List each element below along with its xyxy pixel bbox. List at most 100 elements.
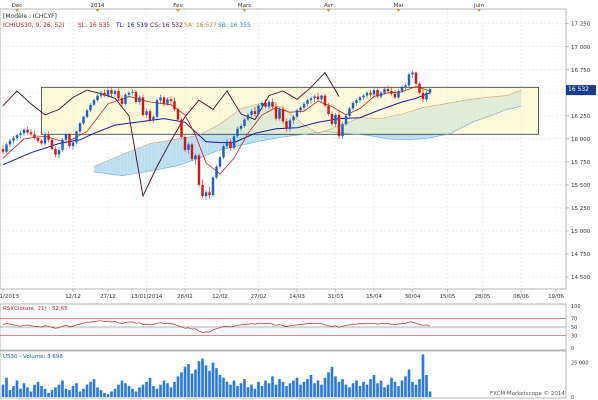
candle-body [376, 90, 379, 97]
candle [285, 118, 288, 132]
cloud-segment [101, 162, 103, 174]
candle [348, 106, 351, 118]
cloud-segment [176, 138, 178, 166]
candle [148, 109, 152, 123]
cloud-segment [150, 143, 152, 172]
candle [155, 98, 159, 119]
month-marker [477, 9, 481, 12]
cloud-segment [95, 165, 98, 173]
cloud-segment [165, 140, 168, 168]
candle-body [309, 98, 313, 101]
candle-body [397, 90, 400, 98]
candle-body [134, 91, 138, 103]
cloud-segment [109, 159, 112, 175]
candle [278, 107, 281, 121]
candle [159, 94, 162, 103]
last-price-marker [566, 85, 596, 96]
candle [323, 93, 327, 108]
candle-body [183, 137, 187, 150]
volume-bar [15, 380, 19, 397]
candle [309, 96, 313, 104]
candle-body [64, 134, 68, 140]
candle-body [320, 95, 323, 100]
volume-bar [40, 386, 43, 397]
candle [120, 95, 124, 107]
candle-body [302, 103, 306, 108]
candle-body [40, 140, 43, 144]
candle-body [68, 134, 71, 147]
candle [194, 153, 197, 165]
volume-bar [43, 388, 47, 397]
candle-body [264, 102, 267, 107]
volume-bar [180, 372, 183, 397]
cloud-segment [153, 142, 156, 171]
candle-body [222, 146, 225, 158]
cloud-segment [123, 153, 126, 176]
candle-body [110, 90, 113, 94]
candle-body [29, 132, 33, 135]
candle-body [187, 144, 190, 150]
volume-bar [8, 390, 12, 397]
cloud-segment [113, 157, 115, 175]
rsi-tick-label: 30 [571, 333, 577, 339]
cloud-segment [143, 145, 145, 173]
volume-bar [120, 380, 124, 397]
candle [47, 131, 50, 143]
cloud-segment [111, 158, 114, 175]
volume-bar [173, 381, 176, 397]
candle [75, 130, 78, 145]
volume-bar [390, 377, 393, 397]
candle-body [292, 116, 295, 121]
volume-bar [320, 384, 323, 397]
candle-body [341, 124, 344, 137]
candle [330, 111, 334, 126]
candle [351, 101, 355, 111]
candle [64, 133, 68, 143]
candle-body [204, 192, 208, 196]
candle [215, 164, 218, 180]
candle [414, 71, 418, 86]
candle-body [194, 155, 197, 160]
candle [393, 90, 397, 100]
candle-body [180, 119, 183, 138]
candle [327, 102, 330, 116]
candle [117, 88, 120, 102]
price-tick-label: 14 750 [571, 252, 591, 258]
volume-bar [1, 384, 5, 397]
candle-body [418, 83, 421, 93]
volume-bar [358, 386, 362, 397]
volume-bar [313, 383, 316, 397]
volume-bar [330, 366, 334, 397]
candle [299, 105, 302, 114]
candle [173, 97, 176, 112]
copyright: FXCM Marketscope © 2014 [490, 390, 565, 397]
cloud-segment [181, 137, 184, 165]
volume-bar [131, 388, 134, 397]
candle [166, 97, 169, 106]
candle [418, 81, 421, 95]
cloud-segment [127, 151, 129, 175]
candle-body [306, 100, 309, 104]
candle [400, 85, 404, 93]
candle-body [176, 109, 180, 120]
candle-body [386, 89, 390, 91]
candle [306, 98, 309, 107]
cloud-segment [94, 165, 96, 173]
price-tick-label: 15 750 [571, 160, 591, 166]
cloud-segment [206, 130, 208, 156]
cloud-segment [99, 163, 101, 173]
volume-bar [229, 384, 232, 397]
candle-body [103, 92, 106, 96]
candle-body [344, 115, 348, 125]
candle [110, 87, 113, 97]
candle [1, 145, 5, 155]
volume-bar [145, 381, 148, 397]
candle [197, 153, 201, 187]
last-price-label: 16 532 [568, 86, 589, 93]
price-tick-label: 14 500 [571, 275, 591, 281]
candle [397, 89, 400, 100]
date-tick-label: 31/03 [328, 294, 344, 300]
volume-bar [152, 386, 155, 397]
cloud-segment [158, 141, 161, 170]
candle [344, 114, 348, 126]
